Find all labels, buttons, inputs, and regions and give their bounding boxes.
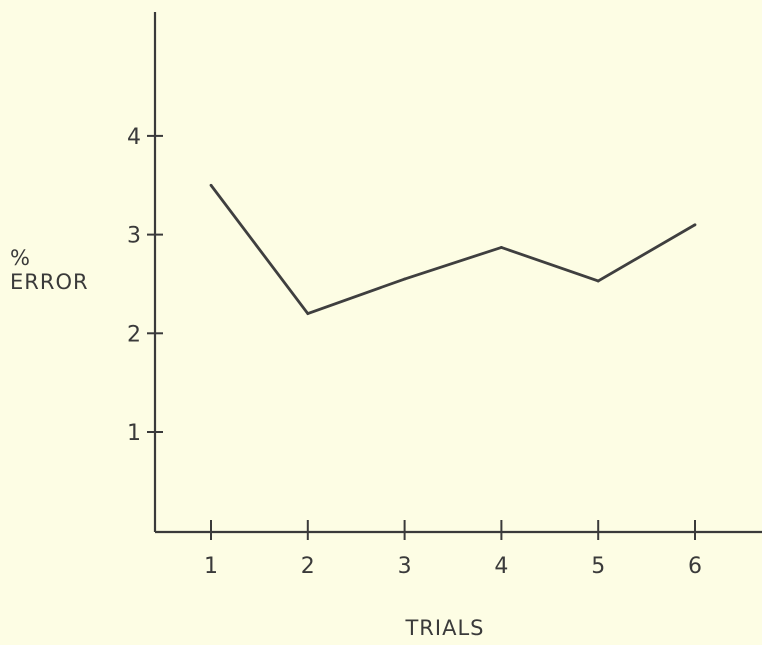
x-tick-label: 1 [204, 554, 218, 579]
y-tick-label: 4 [127, 125, 141, 150]
y-axis-label-line-1: % [10, 246, 31, 270]
x-tick-label: 5 [591, 554, 605, 579]
x-tick-label: 3 [398, 554, 412, 579]
data-point [693, 223, 697, 227]
data-point [306, 312, 310, 315]
series-line [209, 184, 696, 316]
data-points [209, 183, 697, 315]
y-axis-label-line-2: ERROR [10, 270, 89, 294]
x-tick-label: 4 [494, 554, 508, 579]
data-point [500, 246, 503, 249]
data-point [209, 183, 213, 187]
y-tick-label: 1 [127, 421, 141, 446]
y-tick-label: 2 [127, 322, 141, 347]
y-tick-label: 3 [127, 224, 141, 249]
data-point [596, 279, 600, 283]
x-tick-label: 2 [301, 554, 315, 579]
y-ticks: 1 2 3 4 [127, 125, 163, 446]
x-tick-label: 6 [688, 554, 702, 579]
x-axis-label: TRIALS [404, 616, 484, 640]
x-ticks: 1 2 3 4 5 6 [204, 520, 702, 579]
data-point [403, 277, 406, 281]
